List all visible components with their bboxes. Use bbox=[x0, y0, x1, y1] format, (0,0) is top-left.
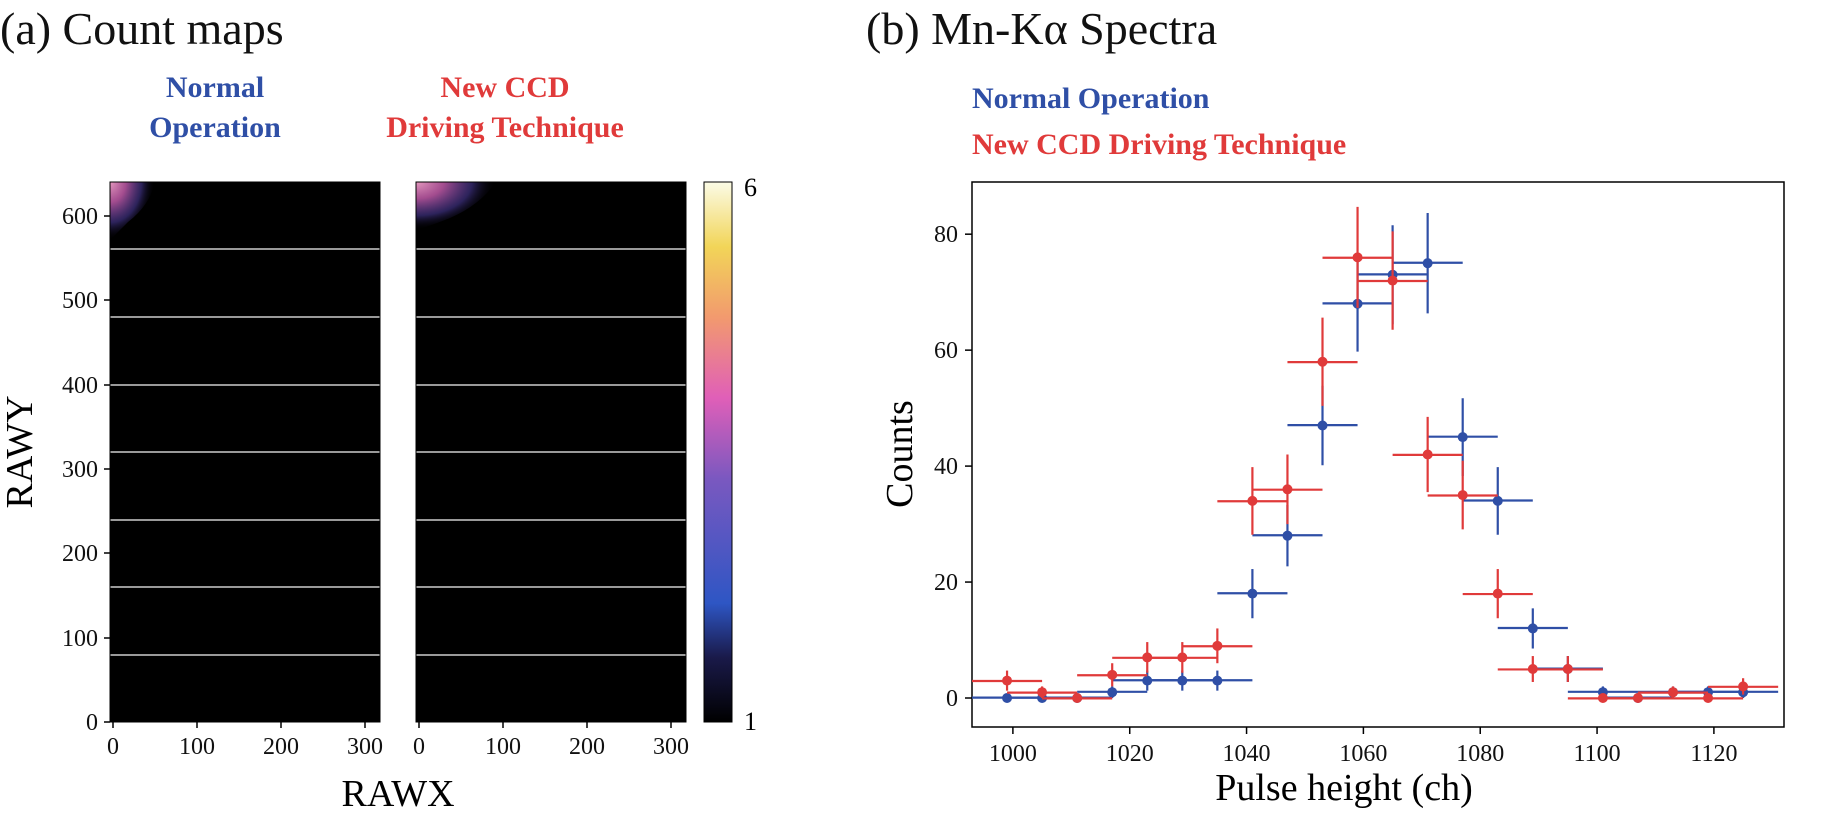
series-new bbox=[972, 206, 1779, 704]
ytick-label: 0 bbox=[946, 686, 958, 712]
data-point bbox=[1282, 484, 1293, 495]
ytick-label: 500 bbox=[62, 288, 98, 314]
data-point bbox=[1107, 669, 1118, 680]
data-point bbox=[1317, 420, 1328, 431]
data-point bbox=[1352, 252, 1363, 263]
legend-normal: Normal Operation bbox=[972, 82, 1210, 115]
xtick-label: 1060 bbox=[1339, 741, 1387, 767]
xtick-label: 0 bbox=[107, 734, 119, 760]
xtick-label: 1100 bbox=[1574, 741, 1621, 767]
data-point bbox=[1527, 623, 1538, 634]
legend-new: New CCD Driving Technique bbox=[972, 128, 1347, 161]
data-point bbox=[1632, 693, 1643, 704]
data-point bbox=[1457, 432, 1468, 443]
data-point bbox=[1002, 675, 1013, 686]
data-point bbox=[1177, 652, 1188, 663]
xtick-label: 300 bbox=[653, 734, 689, 760]
xtick-label: 300 bbox=[347, 734, 383, 760]
xtick-label: 100 bbox=[485, 734, 521, 760]
map-title-normal-line1: Normal bbox=[165, 71, 265, 104]
panel-a-title: (a) Count maps bbox=[0, 3, 284, 54]
ytick-label: 200 bbox=[62, 541, 98, 567]
data-point bbox=[1562, 664, 1573, 675]
data-point bbox=[1387, 275, 1398, 286]
ytick-label: 60 bbox=[934, 338, 958, 364]
xtick-label: 1120 bbox=[1690, 741, 1737, 767]
hotspot-normal bbox=[110, 182, 155, 240]
ytick-label: 80 bbox=[934, 222, 958, 248]
spectrum-plot-frame bbox=[971, 181, 1785, 728]
map-title-normal-line2: Operation bbox=[149, 111, 281, 144]
ytick-label: 100 bbox=[62, 626, 98, 652]
spectrum-chart: 1000 1020 1040 1060 1080 1100 1120 0 20 40 60 80 Pu… bbox=[879, 181, 1785, 809]
spectrum-xlabel: Pulse height (ch) bbox=[1215, 767, 1473, 809]
data-point bbox=[1492, 588, 1503, 599]
ytick-label: 20 bbox=[934, 570, 958, 596]
ytick-label: 0 bbox=[86, 710, 98, 736]
xtick-label: 1080 bbox=[1456, 741, 1504, 767]
count-map-xlabel: RAWX bbox=[341, 773, 454, 815]
ytick-label: 300 bbox=[62, 457, 98, 483]
ytick-label: 600 bbox=[62, 204, 98, 230]
data-point bbox=[1247, 588, 1258, 599]
xtick-label: 1040 bbox=[1223, 741, 1271, 767]
map-title-new-line1: New CCD bbox=[440, 71, 570, 104]
data-point bbox=[1247, 495, 1258, 506]
colorbar-max-label: 6 bbox=[744, 173, 757, 202]
spectrum-ylabel: Counts bbox=[879, 400, 921, 508]
xtick-label: 1000 bbox=[989, 741, 1037, 767]
data-point bbox=[1212, 675, 1223, 686]
hotspot-new bbox=[416, 182, 496, 230]
data-point bbox=[1037, 687, 1048, 698]
spectrum-ticks: 1000 1020 1040 1060 1080 1100 1120 0 20 40 60 80 bbox=[934, 222, 1737, 767]
count-map-normal-lines bbox=[110, 248, 380, 656]
count-maps-figure: 0 100 200 300 400 500 600 RAWY 0 100 200… bbox=[0, 173, 757, 815]
xtick-label: 200 bbox=[263, 734, 299, 760]
ytick-label: 400 bbox=[62, 373, 98, 399]
data-point bbox=[1668, 687, 1679, 698]
map-title-new: New CCD Driving Technique bbox=[330, 68, 680, 148]
data-point bbox=[1317, 356, 1328, 367]
map-title-new-line2: Driving Technique bbox=[386, 111, 624, 144]
data-point bbox=[1492, 495, 1503, 506]
count-map-normal-frame bbox=[109, 181, 381, 723]
spectrum-series bbox=[972, 206, 1779, 704]
xtick-label: 100 bbox=[179, 734, 215, 760]
data-point bbox=[1422, 449, 1433, 460]
data-point bbox=[1422, 258, 1433, 269]
data-point bbox=[1072, 693, 1083, 704]
data-point bbox=[1527, 664, 1538, 675]
data-point bbox=[1177, 675, 1188, 686]
data-point bbox=[1738, 681, 1749, 692]
xtick-label: 0 bbox=[413, 734, 425, 760]
xtick-label: 200 bbox=[569, 734, 605, 760]
map-title-normal: Normal Operation bbox=[100, 68, 330, 148]
data-point bbox=[1107, 687, 1118, 698]
count-map-ylabel: RAWY bbox=[0, 395, 41, 508]
data-point bbox=[1703, 693, 1714, 704]
ytick-label: 40 bbox=[934, 454, 958, 480]
data-point bbox=[1212, 640, 1223, 651]
colorbar-min-label: 1 bbox=[744, 707, 757, 736]
count-map-new-lines bbox=[416, 248, 686, 656]
xtick-label: 1020 bbox=[1106, 741, 1154, 767]
series-normal bbox=[972, 212, 1779, 704]
colorbar bbox=[703, 181, 733, 723]
data-point bbox=[1282, 530, 1293, 541]
panel-b-title: (b) Mn-Kα Spectra bbox=[866, 3, 1218, 54]
data-point bbox=[1457, 490, 1468, 501]
count-map-new-frame bbox=[415, 181, 687, 723]
